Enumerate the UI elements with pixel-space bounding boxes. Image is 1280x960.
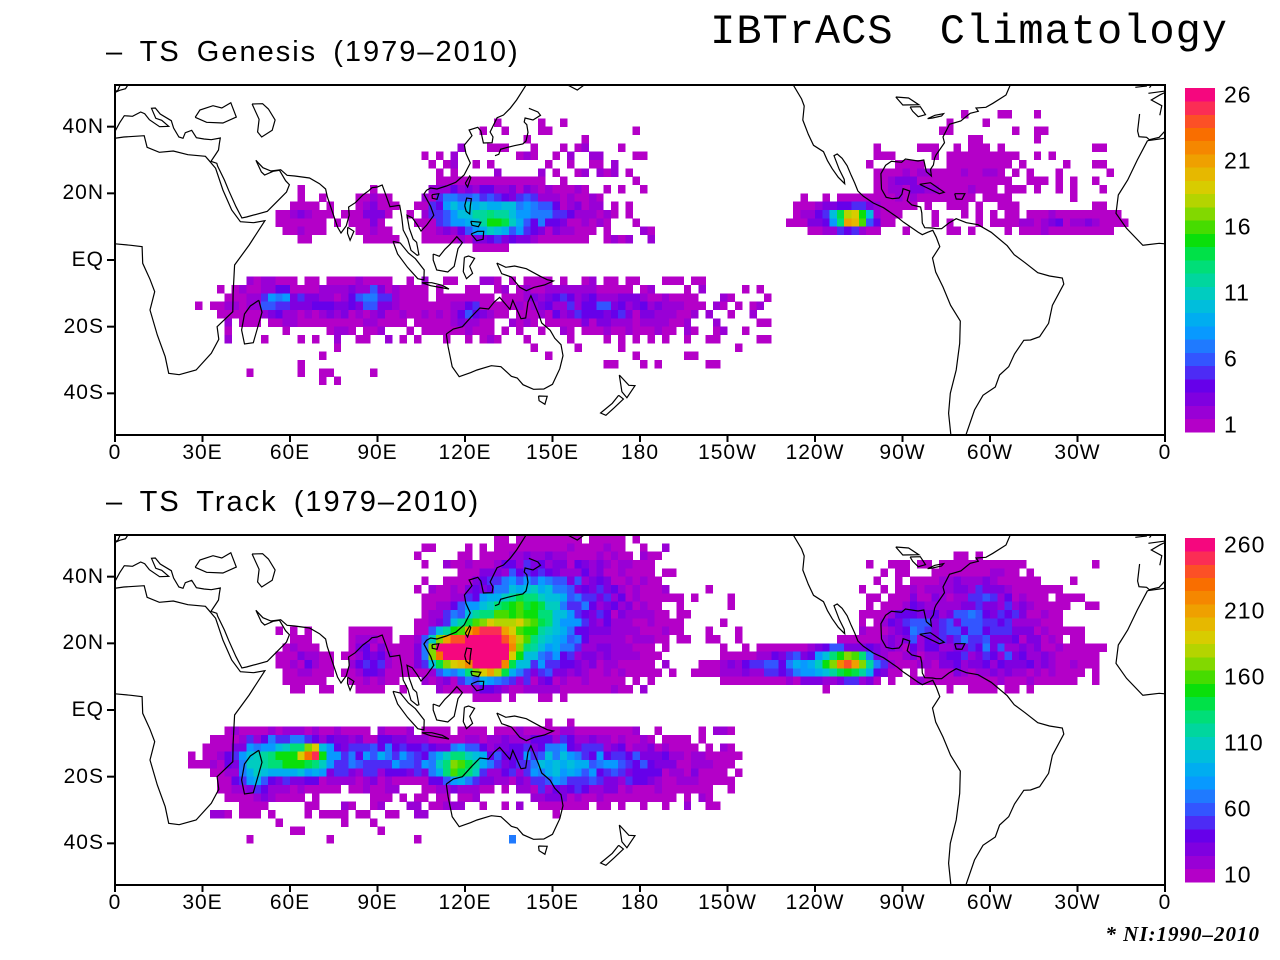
- x-tick-label: 150E: [525, 441, 580, 464]
- y-tick-label: 40N: [62, 114, 104, 138]
- genesis-title: – TS Genesis (1979–2010): [106, 36, 520, 68]
- map-frame: [114, 84, 1166, 436]
- y-tick-label: 20S: [63, 314, 104, 338]
- track-title: – TS Track (1979–2010): [106, 486, 481, 518]
- x-tick-label: 90W: [879, 891, 926, 914]
- figure-title: IBTrACS Climatology: [710, 8, 1228, 56]
- x-tick-label: 0: [1158, 441, 1172, 464]
- x-tick-label: 30W: [1054, 891, 1101, 914]
- x-tick-label: 60E: [269, 891, 311, 914]
- x-tick-label: 90W: [879, 441, 926, 464]
- x-tick-label: 180: [620, 891, 660, 914]
- coastlines: [115, 535, 1165, 885]
- x-tick-label: 0: [108, 891, 122, 914]
- y-tick-label: 20S: [63, 764, 104, 788]
- x-tick-label: 120E: [438, 441, 492, 464]
- colorbar-tick-label: 26: [1224, 81, 1252, 108]
- x-tick-label: 150W: [698, 891, 757, 914]
- x-tick-label: 150E: [525, 891, 580, 914]
- coastlines: [115, 85, 1165, 435]
- colorbar-tick-label: 21: [1224, 147, 1252, 174]
- footnote: * NI:1990–2010: [1105, 922, 1260, 946]
- colorbar-tick-label: 260: [1224, 531, 1266, 558]
- x-tick-label: 0: [1158, 891, 1172, 914]
- x-tick-label: 120W: [785, 891, 845, 914]
- colorbar-tick-label: 6: [1224, 345, 1238, 372]
- colorbar-tick-label: 60: [1224, 795, 1252, 822]
- y-tick-label: 40N: [62, 564, 104, 588]
- colorbar-tick-label: 16: [1224, 213, 1252, 240]
- y-tick-label: 40S: [63, 381, 104, 405]
- x-tick-label: 180: [620, 441, 660, 464]
- colorbar-tick-label: 10: [1224, 861, 1252, 888]
- colorbar-tick-label: 210: [1224, 597, 1266, 624]
- y-tick-label: 40S: [63, 831, 104, 855]
- x-tick-label: 120W: [785, 441, 845, 464]
- track-map: [107, 534, 1166, 892]
- colorbar-tick-label: 1: [1224, 411, 1238, 438]
- x-tick-label: 30E: [182, 891, 223, 914]
- x-tick-label: 60W: [966, 891, 1014, 914]
- x-tick-label: 60E: [269, 441, 311, 464]
- x-tick-label: 120E: [438, 891, 492, 914]
- x-tick-label: 90E: [357, 441, 398, 464]
- axis-ticks: [107, 575, 1166, 892]
- axis-ticks: [107, 125, 1166, 442]
- x-tick-label: 150W: [698, 441, 757, 464]
- genesis-colorbar: [1185, 88, 1215, 433]
- y-tick-label: 20N: [62, 631, 104, 655]
- colorbar-tick-label: 110: [1224, 729, 1264, 756]
- y-tick-label: EQ: [71, 698, 104, 721]
- heatmap-cells: [187, 535, 1107, 844]
- x-tick-label: 30W: [1054, 441, 1101, 464]
- x-tick-label: 90E: [357, 891, 398, 914]
- x-tick-label: 0: [108, 441, 122, 464]
- x-tick-label: 60W: [966, 441, 1014, 464]
- genesis-map: [107, 84, 1166, 442]
- y-tick-label: EQ: [71, 248, 104, 271]
- heatmap-cells: [195, 110, 1129, 386]
- track-colorbar: [1185, 538, 1215, 883]
- y-tick-label: 20N: [62, 181, 104, 205]
- x-tick-label: 30E: [182, 441, 223, 464]
- colorbar-tick-label: 11: [1224, 279, 1250, 306]
- colorbar-tick-label: 160: [1224, 663, 1266, 690]
